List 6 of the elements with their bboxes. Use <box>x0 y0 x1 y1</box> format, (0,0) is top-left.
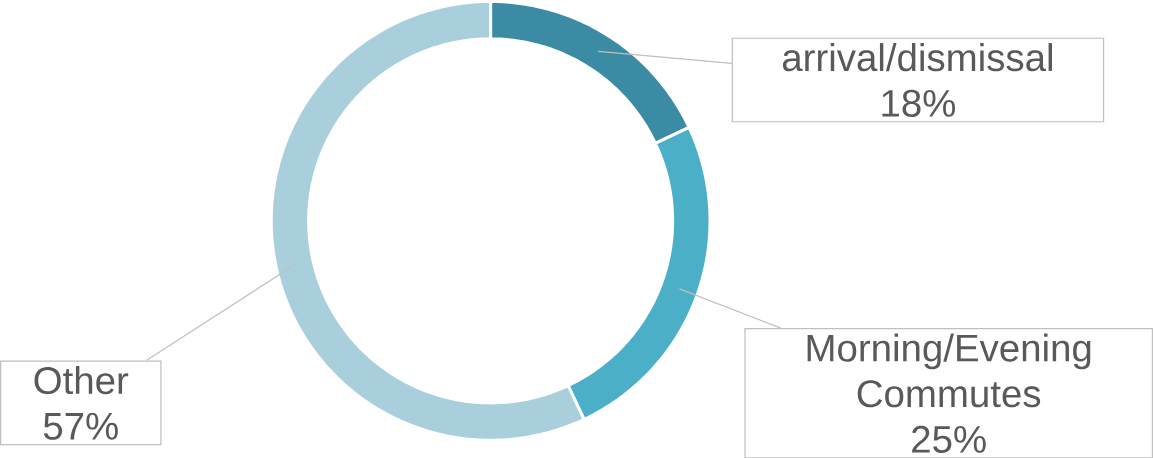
data-label: 57% <box>43 412 118 440</box>
data-label: 18% <box>882 89 956 117</box>
slice-label: Morning/Evening Commutes <box>807 333 1091 408</box>
slice-label: arrival/dismissal <box>782 42 1052 72</box>
data-label: 25% <box>912 425 986 453</box>
slice-label: Other <box>34 365 129 394</box>
